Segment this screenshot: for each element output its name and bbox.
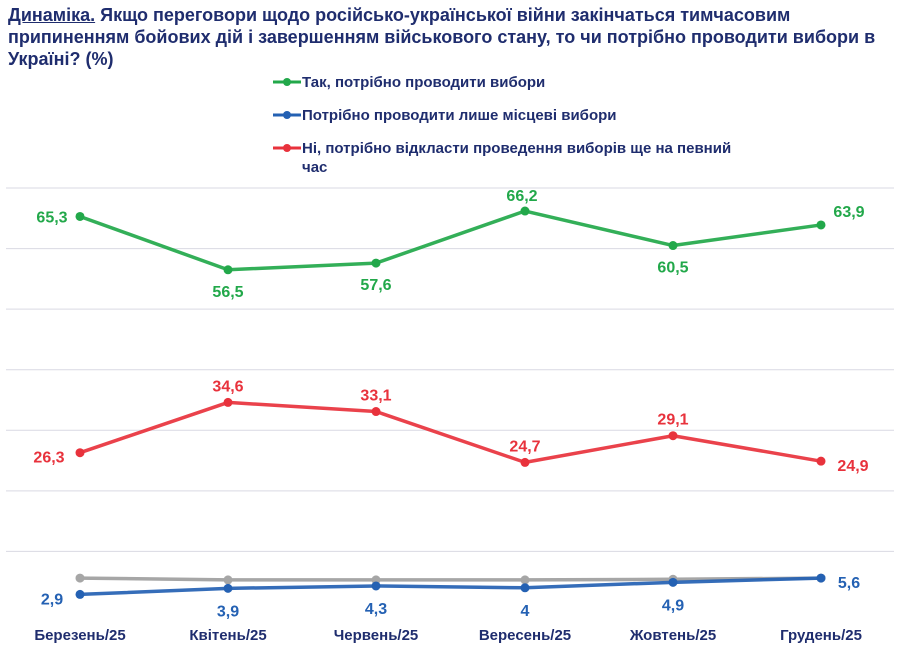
data-label: 24,7 bbox=[509, 438, 540, 455]
data-point bbox=[75, 589, 85, 599]
legend-entry: Так, потрібно проводити вибори bbox=[302, 74, 545, 91]
legend-entry: Ні, потрібно відкласти проведення виборі… bbox=[302, 140, 731, 176]
data-point bbox=[371, 581, 381, 591]
data-label: 4,3 bbox=[365, 601, 387, 618]
data-label: 63,9 bbox=[833, 204, 864, 221]
series-line bbox=[79, 576, 822, 597]
x-tick-label: Жовтень/25 bbox=[629, 627, 716, 644]
data-label: 24,9 bbox=[837, 458, 868, 475]
legend: Так, потрібно проводити вибори Потрібно п… bbox=[273, 74, 731, 176]
x-tick-label: Грудень/25 bbox=[780, 627, 862, 644]
data-point bbox=[520, 583, 530, 593]
data-label: 3,9 bbox=[217, 603, 239, 620]
data-point bbox=[816, 456, 826, 466]
data-point bbox=[520, 575, 530, 585]
data-point bbox=[668, 431, 678, 441]
data-label: 33,1 bbox=[360, 388, 391, 405]
legend-entry: Потрібно проводити лише місцеві вибори bbox=[302, 107, 617, 124]
series-line bbox=[79, 209, 822, 272]
x-tick-label: Червень/25 bbox=[334, 627, 419, 644]
legend-swatch-marker bbox=[283, 78, 291, 86]
data-point bbox=[668, 241, 678, 251]
x-tick-label: Вересень/25 bbox=[479, 627, 571, 644]
data-label: 29,1 bbox=[657, 412, 688, 429]
data-point bbox=[223, 397, 233, 407]
gridlines bbox=[6, 187, 894, 552]
title-text: Якщо переговори щодо російсько-українськ… bbox=[8, 5, 876, 69]
chart-title: Динаміка. Якщо переговори щодо російсько… bbox=[8, 4, 888, 70]
series-line bbox=[79, 400, 822, 465]
data-point bbox=[371, 258, 381, 268]
data-label: 57,6 bbox=[360, 277, 391, 294]
x-tick-label: Березень/25 bbox=[34, 627, 125, 644]
data-label: 4,9 bbox=[662, 597, 684, 614]
series-line bbox=[79, 576, 822, 582]
data-label: 66,2 bbox=[506, 188, 537, 205]
data-label: 5,6 bbox=[838, 575, 860, 592]
data-point bbox=[816, 220, 826, 230]
legend-swatch-marker bbox=[283, 111, 291, 119]
data-label: 26,3 bbox=[33, 450, 64, 467]
data-point bbox=[520, 206, 530, 216]
data-point bbox=[75, 448, 85, 458]
legend-swatch-marker bbox=[283, 144, 291, 152]
data-point bbox=[223, 583, 233, 593]
data-label: 56,5 bbox=[212, 284, 243, 301]
data-point bbox=[223, 265, 233, 275]
data-point bbox=[371, 407, 381, 417]
data-label: 34,6 bbox=[212, 378, 243, 395]
x-tick-label: Квітень/25 bbox=[189, 627, 266, 644]
data-point bbox=[75, 211, 85, 221]
data-point bbox=[223, 575, 233, 585]
title-lead: Динаміка. bbox=[8, 5, 96, 25]
data-point bbox=[75, 573, 85, 583]
data-label: 2,9 bbox=[41, 591, 63, 608]
data-point bbox=[816, 573, 826, 583]
data-label: 65,3 bbox=[36, 209, 67, 226]
data-label: 4 bbox=[521, 603, 530, 620]
data-point bbox=[668, 577, 678, 587]
data-label: 60,5 bbox=[657, 260, 688, 277]
plot-area: 65,3 56,5 57,6 66,2 60,5 63,9 26,3 34,6 33,1 24,7… bbox=[33, 188, 868, 620]
x-axis: Березень/25 Квітень/25 Червень/25 Вересень/… bbox=[34, 627, 862, 644]
data-point bbox=[520, 457, 530, 467]
